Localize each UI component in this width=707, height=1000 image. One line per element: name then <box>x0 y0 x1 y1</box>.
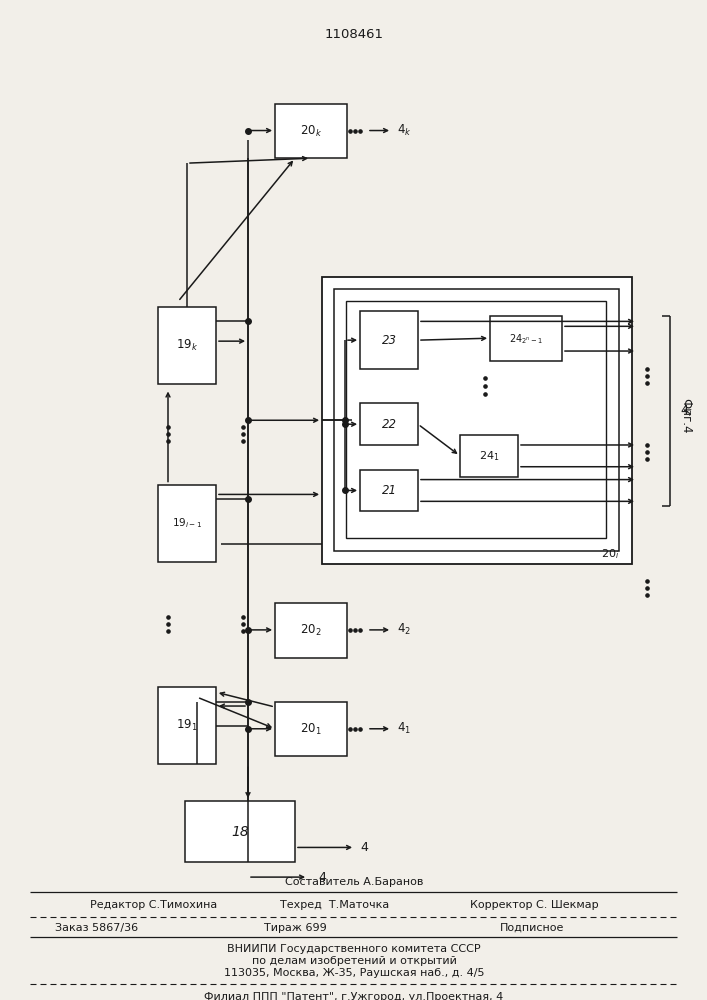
Text: Подписное: Подписное <box>500 923 564 933</box>
Text: 4: 4 <box>318 871 326 884</box>
Bar <box>275 702 347 756</box>
Text: 22: 22 <box>382 418 397 431</box>
Text: Составитель А.Баранов: Составитель А.Баранов <box>285 877 423 887</box>
Text: 18: 18 <box>231 825 249 839</box>
Bar <box>346 301 606 538</box>
Bar <box>334 289 619 551</box>
Text: $19_1$: $19_1$ <box>176 718 198 733</box>
Bar <box>360 311 418 369</box>
Text: 1108461: 1108461 <box>325 28 383 41</box>
Text: по делам изобретений и открытий: по делам изобретений и открытий <box>252 956 457 966</box>
Bar <box>158 687 216 764</box>
Text: Фиг.4: Фиг.4 <box>679 398 692 433</box>
Bar <box>275 603 347 658</box>
Bar <box>158 485 216 562</box>
Text: Заказ 5867/36: Заказ 5867/36 <box>55 923 138 933</box>
Text: $4_i$: $4_i$ <box>680 404 692 419</box>
Text: 4: 4 <box>360 841 368 854</box>
Bar <box>185 801 295 862</box>
Text: Редактор С.Тимохина: Редактор С.Тимохина <box>90 900 217 910</box>
Text: $20_2$: $20_2$ <box>300 623 322 638</box>
Text: $19_k$: $19_k$ <box>176 338 198 353</box>
Bar <box>360 403 418 445</box>
Text: $24_{2^n-1}$: $24_{2^n-1}$ <box>509 332 543 346</box>
Text: 21: 21 <box>382 484 397 497</box>
Text: $4_1$: $4_1$ <box>397 721 411 736</box>
Bar <box>460 435 518 477</box>
Text: $20_i$: $20_i$ <box>601 547 619 561</box>
Text: $19_{i-1}$: $19_{i-1}$ <box>172 516 202 530</box>
Bar <box>275 104 347 158</box>
Text: Корректор С. Шекмар: Корректор С. Шекмар <box>470 900 599 910</box>
Text: Техред  Т.Маточка: Техред Т.Маточка <box>280 900 390 910</box>
Text: 23: 23 <box>382 334 397 347</box>
Text: $20_1$: $20_1$ <box>300 722 322 737</box>
Bar <box>360 470 418 511</box>
Bar <box>158 307 216 384</box>
Text: $4_2$: $4_2$ <box>397 622 411 637</box>
Text: Филиал ППП "Патент", г.Ужгород, ул.Проектная, 4: Филиал ППП "Патент", г.Ужгород, ул.Проек… <box>204 992 503 1000</box>
Text: $4_k$: $4_k$ <box>397 123 411 138</box>
Bar <box>322 277 632 564</box>
Text: $20_k$: $20_k$ <box>300 123 322 139</box>
Text: $24_1$: $24_1$ <box>479 449 499 463</box>
Text: ВНИИПИ Государственного комитета СССР: ВНИИПИ Государственного комитета СССР <box>227 944 481 954</box>
Text: 113035, Москва, Ж-35, Раушская наб., д. 4/5: 113035, Москва, Ж-35, Раушская наб., д. … <box>223 968 484 978</box>
Text: Тираж 699: Тираж 699 <box>264 923 327 933</box>
Bar <box>490 316 562 361</box>
